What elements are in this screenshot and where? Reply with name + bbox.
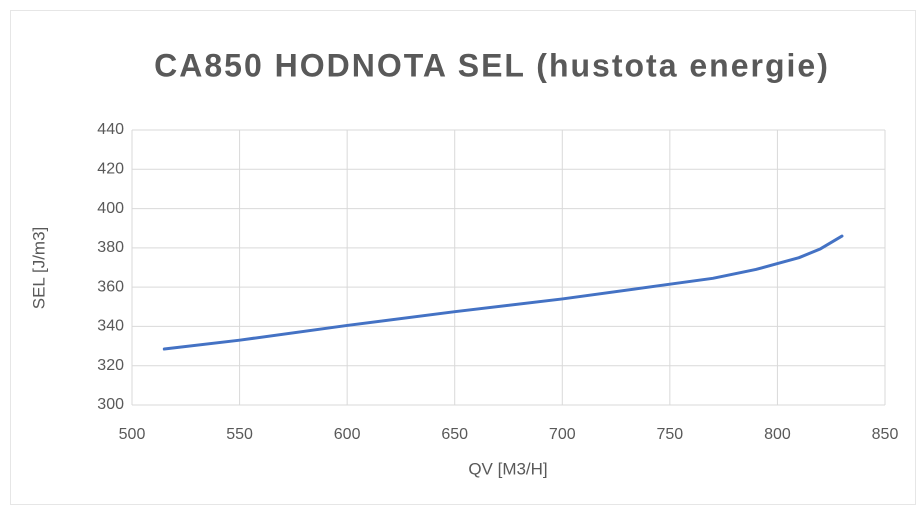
- x-tick-label: 700: [549, 426, 576, 443]
- x-tick-label: 550: [226, 426, 253, 443]
- y-tick-label: 300: [97, 396, 124, 413]
- x-axis-title: QV [M3/H]: [468, 459, 547, 478]
- y-tick-label: 360: [97, 278, 124, 295]
- y-tick-label: 380: [97, 239, 124, 256]
- line-series: [162, 234, 844, 351]
- x-tick-label: 750: [657, 426, 684, 443]
- y-tick-label: 440: [97, 121, 124, 138]
- x-tick-label: 500: [119, 426, 146, 443]
- y-axis-title: SEL [J/m3]: [29, 227, 48, 310]
- y-tick-label: 320: [97, 357, 124, 374]
- chart-border: [10, 10, 916, 505]
- x-tick-label: 850: [872, 426, 899, 443]
- chart-title: CA850 HODNOTA SEL (hustota energie): [154, 47, 830, 83]
- x-tick-label: 600: [334, 426, 361, 443]
- x-tick-label: 800: [764, 426, 791, 443]
- x-tick-label: 650: [441, 426, 468, 443]
- y-tick-label: 420: [97, 161, 124, 178]
- y-tick-label: 400: [97, 200, 124, 217]
- y-tick-label: 340: [97, 318, 124, 335]
